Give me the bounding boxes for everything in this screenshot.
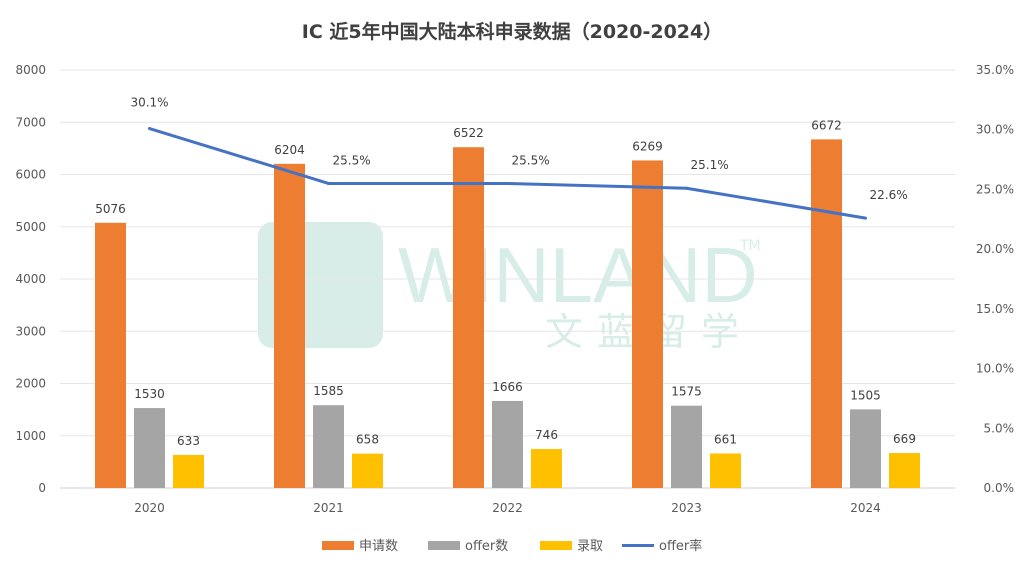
y2-tick-label: 0.0%: [984, 481, 1015, 495]
x-tick-label: 2022: [492, 501, 523, 515]
bar-offer数: [850, 409, 881, 488]
watermark-logo: WINLAND TM 文蓝留学: [258, 222, 761, 354]
bar-申请数: [811, 139, 842, 488]
y2-tick-label: 20.0%: [976, 242, 1014, 256]
bar-申请数: [632, 160, 663, 488]
bar-申请数: [453, 147, 484, 488]
x-tick-label: 2020: [134, 501, 165, 515]
y-tick-label: 4000: [15, 272, 46, 286]
bar-录取: [710, 453, 741, 488]
y-tick-label: 3000: [15, 324, 46, 338]
data-label: 6204: [274, 143, 305, 157]
data-label: 6672: [811, 118, 842, 132]
line-point: [685, 186, 688, 190]
data-label: 658: [356, 433, 379, 447]
x-tick-label: 2024: [850, 501, 881, 515]
line-data-label: 25.1%: [691, 158, 729, 172]
line-point: [506, 181, 509, 185]
legend-label: 录取: [577, 539, 603, 554]
legend-label: offer数: [465, 539, 508, 554]
data-label: 746: [535, 428, 558, 442]
bar-录取: [531, 449, 562, 488]
data-label: 6522: [453, 126, 484, 140]
line-data-label: 25.5%: [512, 153, 550, 167]
data-label: 661: [714, 432, 737, 446]
y-tick-label: 1000: [15, 429, 46, 443]
y2-tick-label: 30.0%: [976, 123, 1014, 137]
bar-录取: [173, 454, 204, 488]
line-data-label: 30.1%: [130, 96, 168, 110]
bar-offer数: [134, 408, 165, 488]
line-data-label: 25.5%: [333, 153, 371, 167]
bar-offer数: [492, 400, 523, 488]
y-tick-label: 8000: [15, 63, 46, 77]
bar-offer数: [313, 405, 344, 488]
data-label: 1530: [134, 387, 165, 401]
data-label: 1666: [492, 380, 523, 394]
data-label: 6269: [632, 139, 663, 153]
legend-swatch: [428, 541, 460, 550]
y2-tick-label: 5.0%: [984, 421, 1015, 435]
y-tick-label: 6000: [15, 168, 46, 182]
line-point: [864, 216, 867, 220]
bar-录取: [889, 453, 920, 488]
bar-申请数: [95, 222, 126, 489]
line-point: [148, 127, 151, 131]
data-label: 669: [893, 432, 916, 446]
watermark-brand: WINLAND: [398, 231, 758, 319]
line-data-label: 22.6%: [870, 188, 908, 202]
data-label: 1505: [850, 388, 881, 402]
data-label: 5076: [95, 202, 126, 216]
y2-tick-label: 35.0%: [976, 63, 1014, 77]
y2-tick-label: 10.0%: [976, 362, 1014, 376]
x-tick-label: 2023: [671, 501, 702, 515]
legend-label: offer率: [659, 538, 702, 554]
line-point: [327, 181, 330, 185]
y2-tick-label: 15.0%: [976, 302, 1014, 316]
data-label: 633: [177, 434, 200, 448]
bar-申请数: [274, 163, 305, 488]
y-tick-label: 0: [38, 481, 46, 495]
legend-swatch: [322, 541, 354, 550]
x-tick-label: 2021: [313, 501, 344, 515]
bar-录取: [352, 453, 383, 488]
chart-title: IC 近5年中国大陆本科申录数据（2020-2024）: [302, 20, 723, 43]
legend-label: 申请数: [359, 539, 398, 554]
data-label: 1585: [313, 384, 344, 398]
legend-swatch: [540, 541, 572, 550]
data-label: 1575: [671, 385, 702, 399]
y-tick-label: 5000: [15, 220, 46, 234]
y-tick-label: 2000: [15, 377, 46, 391]
watermark-tm: TM: [739, 238, 761, 254]
y2-tick-label: 25.0%: [976, 182, 1014, 196]
line-offer率: [149, 127, 866, 220]
y-tick-label: 7000: [15, 115, 46, 129]
bar-offer数: [671, 405, 702, 488]
